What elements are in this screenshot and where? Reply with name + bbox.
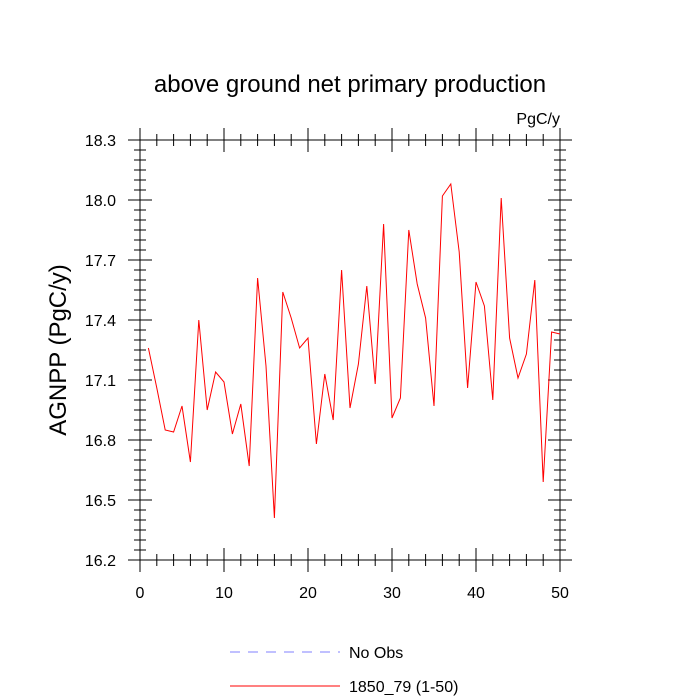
y-tick-label: 16.8 — [85, 433, 116, 450]
y-tick-label: 16.2 — [85, 553, 116, 570]
x-tick-labels: 0 10 20 30 40 50 — [136, 585, 569, 602]
y-tick-labels: 16.2 16.5 16.8 17.1 17.4 17.7 18.0 18.3 — [85, 133, 116, 570]
y-tick-label: 17.1 — [85, 373, 116, 390]
series-group — [147, 182, 561, 519]
units-label: PgC/y — [516, 111, 560, 128]
x-tick-label: 0 — [136, 585, 145, 602]
x-tick-label: 40 — [467, 585, 485, 602]
axis-ticks — [128, 128, 572, 572]
y-axis-label: AGNPP (PgC/y) — [45, 264, 72, 436]
y-tick-label: 18.0 — [85, 193, 116, 210]
legend-label-no-obs: No Obs — [349, 645, 403, 662]
series-line-1850-79 — [147, 182, 561, 519]
legend-label-1850-79: 1850_79 (1-50) — [349, 679, 458, 696]
x-tick-label: 30 — [383, 585, 401, 602]
y-tick-label: 18.3 — [85, 133, 116, 150]
y-tick-label: 16.5 — [85, 493, 116, 510]
x-tick-label: 10 — [215, 585, 233, 602]
x-tick-label: 50 — [551, 585, 569, 602]
y-tick-label: 17.4 — [85, 313, 116, 330]
chart-title: above ground net primary production — [154, 71, 546, 98]
x-tick-label: 20 — [299, 585, 317, 602]
plot-frame — [139, 139, 561, 561]
y-tick-label: 17.7 — [85, 253, 116, 270]
legend: No Obs 1850_79 (1-50) — [230, 645, 458, 696]
